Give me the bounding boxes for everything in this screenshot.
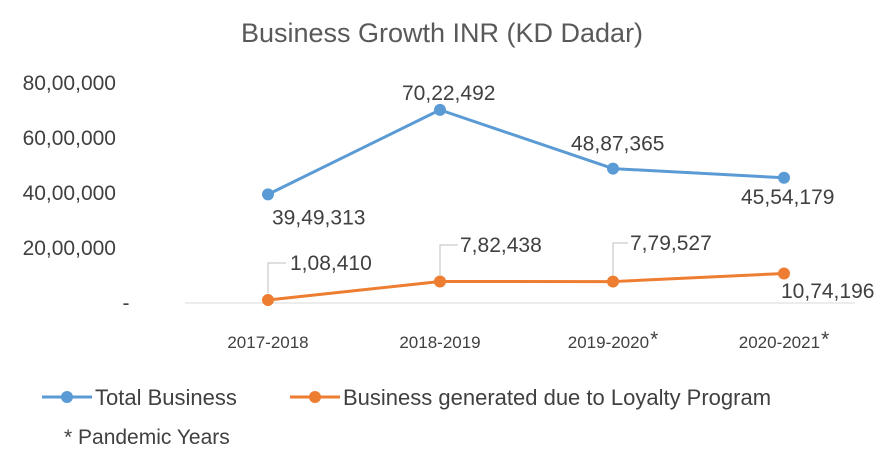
data-label: 10,74,196: [781, 280, 874, 303]
y-axis-ticks: - 20,00,000 40,00,000 60,00,000 80,00,000: [23, 72, 130, 315]
data-label: 7,82,438: [460, 234, 542, 257]
data-point: [778, 171, 790, 184]
data-point: [607, 162, 619, 175]
legend-label: Total Business: [95, 385, 237, 410]
data-point: [434, 103, 446, 116]
x-tick-label: 2017-2018: [227, 333, 308, 352]
y-tick-label: 40,00,000: [23, 182, 116, 205]
x-tick-label: 2020-2021*: [739, 328, 830, 352]
data-labels: 39,49,313 70,22,492 48,87,365 45,54,179 1,08…: [267, 82, 874, 303]
pandemic-marker: *: [821, 328, 829, 351]
data-point: [434, 275, 446, 288]
data-label: 39,49,313: [272, 206, 365, 229]
y-tick-label: 60,00,000: [23, 127, 116, 150]
data-label: 7,79,527: [630, 232, 712, 255]
series-line: [267, 271, 785, 302]
series-line: [267, 108, 785, 196]
data-point: [262, 294, 274, 307]
chart-title: Business Growth INR (KD Dadar): [241, 18, 643, 48]
x-tick-label: 2018-2019: [399, 333, 480, 352]
legend-marker: [309, 391, 321, 403]
data-point: [778, 267, 790, 280]
data-point: [607, 275, 619, 288]
leader-line: [612, 242, 628, 276]
data-label: 48,87,365: [571, 133, 664, 156]
legend-marker: [61, 391, 73, 403]
pandemic-marker: *: [650, 328, 658, 351]
data-label: 70,22,492: [402, 82, 495, 105]
x-axis-ticks: 2017-2018 2018-2019 2019-2020* 2020-2021*: [227, 328, 829, 352]
footnote: * Pandemic Years: [64, 426, 230, 449]
data-point: [262, 188, 274, 201]
data-label: 45,54,179: [741, 186, 834, 209]
leader-line: [439, 244, 458, 276]
data-label: 1,08,410: [290, 252, 372, 275]
y-tick-label: 80,00,000: [23, 72, 116, 95]
y-tick-label: 20,00,000: [23, 237, 116, 260]
legend-label: Business generated due to Loyalty Progra…: [343, 385, 771, 410]
series-layer: [262, 103, 790, 307]
x-tick-label: 2019-2020*: [568, 328, 659, 352]
y-tick-label: -: [123, 292, 130, 315]
leader-line: [267, 262, 286, 293]
legend: Total Business Business generated due to …: [42, 385, 771, 410]
